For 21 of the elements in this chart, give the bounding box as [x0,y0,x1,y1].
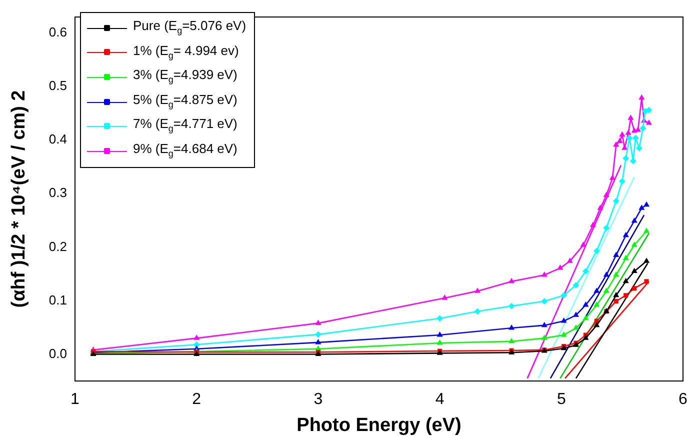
x-tick-label: 4 [435,391,444,408]
x-tick-label: 3 [314,391,323,408]
y-tick-label: 0.1 [48,292,67,308]
y-tick-label: 0.5 [48,78,67,94]
y-tick-label: 0.3 [48,185,67,200]
x-tick-label: 6 [678,391,688,408]
y-tick-label: 0.0 [48,346,67,361]
legend-label: 9% (E$_{g}$=4.684 eV) [133,140,238,161]
x-tick-label: 2 [192,391,202,408]
y-axis-title: (αhf )1/2 * 10⁴(eV / cm) 2 [8,90,30,308]
legend-label: 7% (E$_{g}$=4.771 eV) [133,115,238,136]
legend-label: 5% (E$_{g}$=4.875 eV) [133,90,238,112]
y-tick-label: 0.2 [48,238,67,254]
legend-label: 3% (E$_{g}$=4.939 eV) [133,66,238,87]
legend-label: 1% (E$_{g}$= 4.994 ev) [133,42,239,62]
x-tick-label: 5 [556,391,566,408]
x-axis-title: Photo Energy (eV) [296,414,462,436]
x-tick-label: 1 [70,391,80,408]
y-tick-label: 0.4 [48,132,67,147]
y-tick-label: 0.6 [48,24,67,40]
legend-label: Pure (E$_{g}$=5.076 eV) [133,17,246,38]
